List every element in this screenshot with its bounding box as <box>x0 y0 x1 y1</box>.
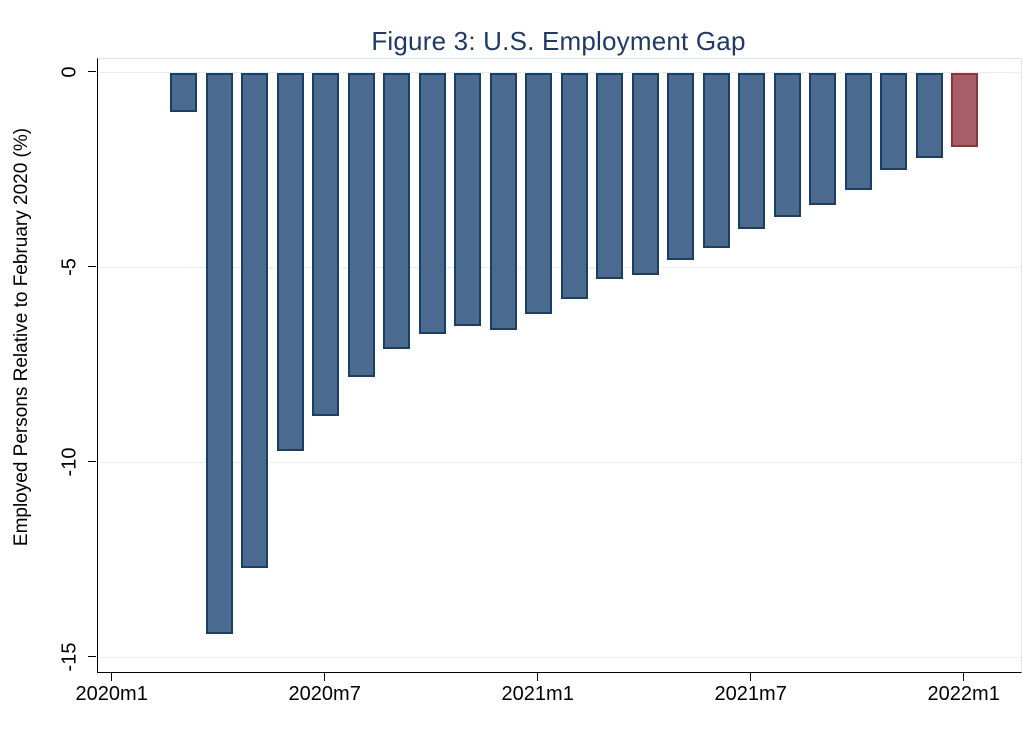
bar-2020m10 <box>418 72 446 334</box>
y-gridline <box>98 462 1021 463</box>
x-tick-label: 2020m1 <box>75 683 148 705</box>
bar-2020m12 <box>489 72 517 330</box>
bar-2021m2 <box>560 72 588 299</box>
x-tick-label: 2022m1 <box>927 683 1000 705</box>
x-tick <box>962 672 965 681</box>
bar-2021m3 <box>596 72 624 280</box>
bar-2021m11 <box>880 72 908 170</box>
bar-2020m6 <box>276 72 304 451</box>
x-tick <box>323 672 326 681</box>
y-tick <box>88 265 96 268</box>
y-gridline <box>98 657 1021 658</box>
bar-2021m6 <box>702 72 730 248</box>
y-tick-label: 0 <box>58 65 81 78</box>
bar-2020m11 <box>454 72 482 326</box>
y-tick-label: -5 <box>58 257 81 276</box>
bar-2021m12 <box>915 72 943 159</box>
y-axis-title: Employed Persons Relative to February 20… <box>11 127 32 547</box>
bar-2021m9 <box>809 72 837 206</box>
y-tick <box>88 655 96 658</box>
bar-2020m3 <box>170 72 198 112</box>
x-tick <box>110 672 113 681</box>
bar-2021m5 <box>667 72 695 260</box>
chart-title: Figure 3: U.S. Employment Gap <box>371 26 746 56</box>
bar-2021m7 <box>738 72 766 229</box>
bar-2020m5 <box>241 72 269 568</box>
highlight-bar-2022m1 <box>951 72 979 147</box>
bar-2020m4 <box>205 72 233 635</box>
bar-2021m1 <box>525 72 553 315</box>
y-tick-label: -10 <box>58 447 81 476</box>
bar-2020m9 <box>383 72 411 350</box>
y-tick-label: -15 <box>58 642 81 671</box>
x-tick <box>749 672 752 681</box>
y-gridline <box>98 267 1021 268</box>
bar-2021m4 <box>631 72 659 276</box>
x-tick-label: 2020m7 <box>288 683 361 705</box>
bar-2021m10 <box>844 72 872 190</box>
bar-2020m7 <box>312 72 340 416</box>
bar-2020m8 <box>347 72 375 377</box>
x-tick <box>536 672 539 681</box>
plot-area <box>97 58 1022 673</box>
x-tick-label: 2021m1 <box>501 683 574 705</box>
bar-2021m8 <box>773 72 801 217</box>
y-tick <box>88 460 96 463</box>
x-tick-label: 2021m7 <box>714 683 787 705</box>
y-gridline <box>98 72 1021 73</box>
y-tick <box>88 70 96 73</box>
